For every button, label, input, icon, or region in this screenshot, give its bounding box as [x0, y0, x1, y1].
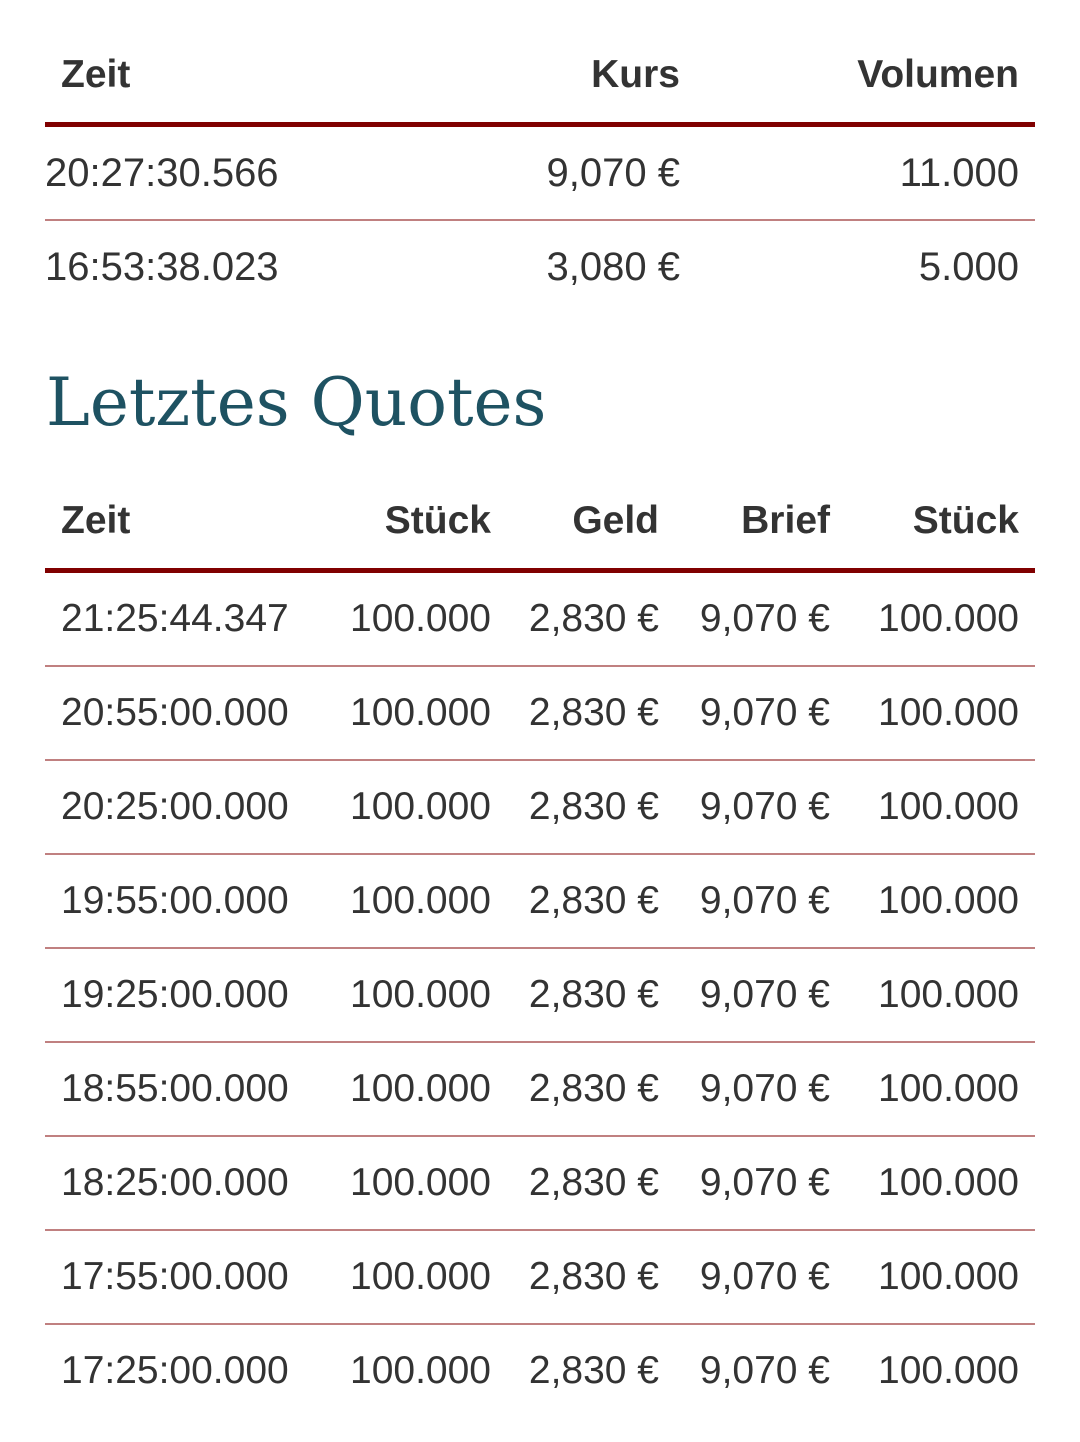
table-cell: 100.000 — [846, 1042, 1035, 1137]
table-cell: 100.000 — [846, 760, 1035, 855]
table-cell: 100.000 — [320, 1042, 507, 1137]
table-cell: 3,080 € — [546, 244, 680, 289]
table-cell: 100.000 — [320, 570, 507, 667]
table-cell: 2,830 € — [507, 854, 675, 949]
table-cell: 17:25:00.000 — [61, 1349, 289, 1392]
table-row: 16:53:38.023 3,080 € 5.000 — [45, 220, 1035, 313]
table-cell: 21:25:44.347 — [45, 570, 320, 667]
table-cell: 9,070 € — [699, 1349, 830, 1392]
table-row: 19:55:00.000 100.000 2,830 €9,070 €100.000 — [45, 854, 1035, 949]
table-cell: 2,830 € — [507, 1042, 675, 1137]
table-cell: 9,070 € — [675, 760, 846, 855]
trades-table: Zeit Kurs Volumen 20:27:30.566 9,070 €11.00… — [45, 28, 1035, 313]
table-row: 20:25:00.000 100.000 2,830 €9,070 €100.000 — [45, 760, 1035, 855]
table-row: 18:25:00.000 100.000 2,830 €9,070 €100.000 — [45, 1136, 1035, 1231]
table-row: 20:55:00.000 100.000 2,830 €9,070 €100.000 — [45, 666, 1035, 761]
column-header: Brief — [675, 474, 846, 573]
table-cell: 9,070 € — [675, 1042, 846, 1137]
table-cell: 100.000 — [846, 570, 1035, 667]
table-row: 19:25:00.000 100.000 2,830 €9,070 €100.000 — [45, 948, 1035, 1043]
table-cell: 100.000 — [846, 1136, 1035, 1231]
table-cell: 100.000 — [320, 760, 507, 855]
trades-header-row: Zeit Kurs Volumen — [45, 28, 1035, 127]
table-cell: 100.000 — [878, 1349, 1019, 1392]
column-header: Zeit — [45, 28, 400, 127]
table-cell: 2,830 € — [528, 1349, 659, 1392]
table-cell: 2,830 € — [507, 1230, 675, 1325]
table-cell: 9,070 € — [675, 948, 846, 1043]
table-cell: 9,070 € — [675, 666, 846, 761]
table-cell: 100.000 — [846, 666, 1035, 761]
table-cell: 11.000 — [696, 124, 1035, 221]
table-cell: 2,830 € — [507, 760, 675, 855]
table-cell: 100.000 — [320, 948, 507, 1043]
table-cell: 100.000 — [320, 1230, 507, 1325]
table-cell: 9,070 € — [400, 124, 696, 221]
table-cell: 9,070 € — [675, 1230, 846, 1325]
table-row: 17:55:00.000 100.000 2,830 €9,070 €100.000 — [45, 1230, 1035, 1325]
table-cell: 100.000 — [320, 666, 507, 761]
table-row: 21:25:44.347 100.000 2,830 €9,070 €100.000 — [45, 570, 1035, 667]
table-cell: 100.000 — [320, 854, 507, 949]
table-row: 20:27:30.566 9,070 €11.000 — [45, 124, 1035, 221]
column-header: Volumen — [696, 28, 1035, 127]
column-header: Stück — [846, 474, 1035, 573]
table-cell: 100.000 — [320, 1136, 507, 1231]
table-row: 18:55:00.000 100.000 2,830 €9,070 €100.000 — [45, 1042, 1035, 1137]
table-cell: 2,830 € — [507, 948, 675, 1043]
table-cell: 17:55:00.000 — [45, 1230, 320, 1325]
table-cell: 2,830 € — [507, 1136, 675, 1231]
table-cell: 9,070 € — [675, 570, 846, 667]
table-cell: 20:27:30.566 — [45, 124, 400, 221]
table-cell: 18:55:00.000 — [45, 1042, 320, 1137]
table-cell: 9,070 € — [675, 854, 846, 949]
table-cell: 20:55:00.000 — [45, 666, 320, 761]
table-row: 17:25:00.000 100.000 2,830 € 9,070 € 100.000 — [45, 1324, 1035, 1417]
table-cell: 2,830 € — [507, 666, 675, 761]
table-cell: 18:25:00.000 — [45, 1136, 320, 1231]
column-header: Geld — [507, 474, 675, 573]
table-cell: 100.000 — [846, 1230, 1035, 1325]
table-cell: 5.000 — [918, 244, 1019, 289]
table-cell: 100.000 — [350, 1349, 491, 1392]
table-cell: 9,070 € — [675, 1136, 846, 1231]
column-header: Zeit — [45, 474, 320, 573]
quotes-title: Letztes Quotes — [46, 364, 547, 441]
table-cell: 2,830 € — [507, 570, 675, 667]
table-cell: 19:55:00.000 — [45, 854, 320, 949]
column-header: Stück — [320, 474, 507, 573]
table-cell: 19:25:00.000 — [45, 948, 320, 1043]
table-cell: 20:25:00.000 — [45, 760, 320, 855]
column-header: Kurs — [400, 28, 696, 127]
quotes-table: Zeit Stück Geld Brief Stück 21:25:44.347 100.… — [45, 474, 1035, 1417]
table-cell: 100.000 — [846, 854, 1035, 949]
table-cell: 16:53:38.023 — [45, 244, 279, 289]
quotes-header-row: Zeit Stück Geld Brief Stück — [45, 474, 1035, 573]
table-cell: 100.000 — [846, 948, 1035, 1043]
